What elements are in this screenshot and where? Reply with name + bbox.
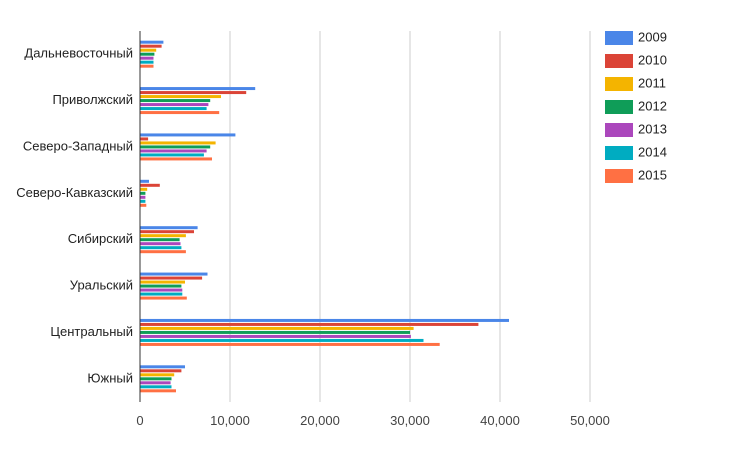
bar-3-6: [140, 203, 147, 207]
legend-swatch: [605, 31, 633, 45]
bar-7-4: [140, 381, 171, 385]
bar-5-4: [140, 288, 183, 292]
legend-label: 2014: [638, 144, 667, 159]
bar-1-6: [140, 111, 220, 115]
legend-swatch: [605, 54, 633, 68]
bar-2-2: [140, 141, 216, 145]
bar-2-1: [140, 137, 149, 141]
bar-5-3: [140, 284, 182, 288]
x-tick-label: 10,000: [210, 413, 250, 428]
bar-1-5: [140, 107, 207, 111]
bar-0-2: [140, 48, 157, 52]
category-label: Приволжский: [52, 92, 133, 107]
bar-7-0: [140, 365, 185, 369]
bar-2-4: [140, 149, 207, 153]
bar-1-4: [140, 103, 209, 107]
bar-1-3: [140, 99, 211, 103]
category-labels: Дальневосточный Приволжский Северо-Западны…: [16, 46, 133, 386]
category-label: Центральный: [50, 324, 133, 339]
bar-6-1: [140, 322, 479, 326]
bar-2-0: [140, 133, 236, 137]
bar-1-1: [140, 91, 247, 95]
x-tick-label: 0: [136, 413, 143, 428]
bar-0-5: [140, 60, 154, 64]
gridlines: [229, 31, 591, 402]
bar-3-4: [140, 195, 146, 199]
bar-5-6: [140, 296, 187, 300]
bar-4-4: [140, 242, 181, 246]
legend-label: 2010: [638, 52, 667, 67]
bar-7-5: [140, 385, 172, 389]
x-tick-label: 20,000: [300, 413, 340, 428]
bar-0-6: [140, 64, 154, 68]
bar-2-5: [140, 153, 204, 157]
legend-swatch: [605, 123, 633, 137]
legend: 2009 2010 2011 2012 2013 2014 2015: [605, 29, 667, 183]
bar-7-6: [140, 389, 176, 393]
bar-7-1: [140, 369, 182, 373]
bar-3-1: [140, 183, 160, 187]
bar-5-2: [140, 280, 185, 284]
bar-5-0: [140, 272, 208, 276]
bar-6-6: [140, 342, 440, 346]
bar-0-4: [140, 56, 154, 60]
category-label: Уральский: [70, 278, 133, 293]
bar-4-3: [140, 238, 180, 242]
legend-swatch: [605, 77, 633, 91]
legend-swatch: [605, 169, 633, 183]
bar-6-5: [140, 338, 424, 342]
bar-0-3: [140, 52, 155, 56]
bar-4-1: [140, 230, 194, 234]
bars: [140, 40, 509, 393]
bar-0-1: [140, 44, 162, 48]
bar-6-0: [140, 318, 509, 322]
bar-3-3: [140, 191, 146, 195]
legend-swatch: [605, 146, 633, 160]
legend-label: 2012: [638, 98, 667, 113]
x-tick-labels: 0 10,000 20,000 30,000 40,000 50,000: [136, 413, 610, 428]
bar-3-2: [140, 187, 148, 191]
legend-label: 2009: [638, 29, 667, 44]
bar-2-3: [140, 145, 211, 149]
legend-label: 2011: [638, 75, 666, 90]
bar-6-3: [140, 330, 410, 334]
bar-4-5: [140, 246, 182, 250]
legend-label: 2015: [638, 167, 667, 182]
category-label: Сибирский: [68, 231, 133, 246]
bar-7-2: [140, 373, 175, 377]
bar-2-6: [140, 157, 212, 161]
x-tick-label: 30,000: [390, 413, 430, 428]
x-tick-label: 50,000: [570, 413, 610, 428]
category-label: Северо-Западный: [23, 138, 133, 153]
x-tick-label: 40,000: [480, 413, 520, 428]
bar-6-4: [140, 334, 411, 338]
bar-0-0: [140, 40, 164, 44]
legend-label: 2013: [638, 121, 667, 136]
category-label: Дальневосточный: [24, 46, 133, 61]
bar-4-6: [140, 250, 186, 254]
bar-4-0: [140, 226, 198, 230]
bar-1-2: [140, 95, 221, 99]
bar-5-5: [140, 292, 183, 296]
category-label: Южный: [87, 370, 133, 385]
bar-3-5: [140, 199, 146, 203]
legend-swatch: [605, 100, 633, 114]
bar-5-1: [140, 276, 203, 280]
bar-7-3: [140, 377, 172, 381]
bar-6-2: [140, 326, 414, 330]
bar-1-0: [140, 87, 256, 91]
category-label: Северо-Кавказский: [16, 185, 133, 200]
bar-4-2: [140, 234, 186, 238]
bar-3-0: [140, 179, 149, 183]
